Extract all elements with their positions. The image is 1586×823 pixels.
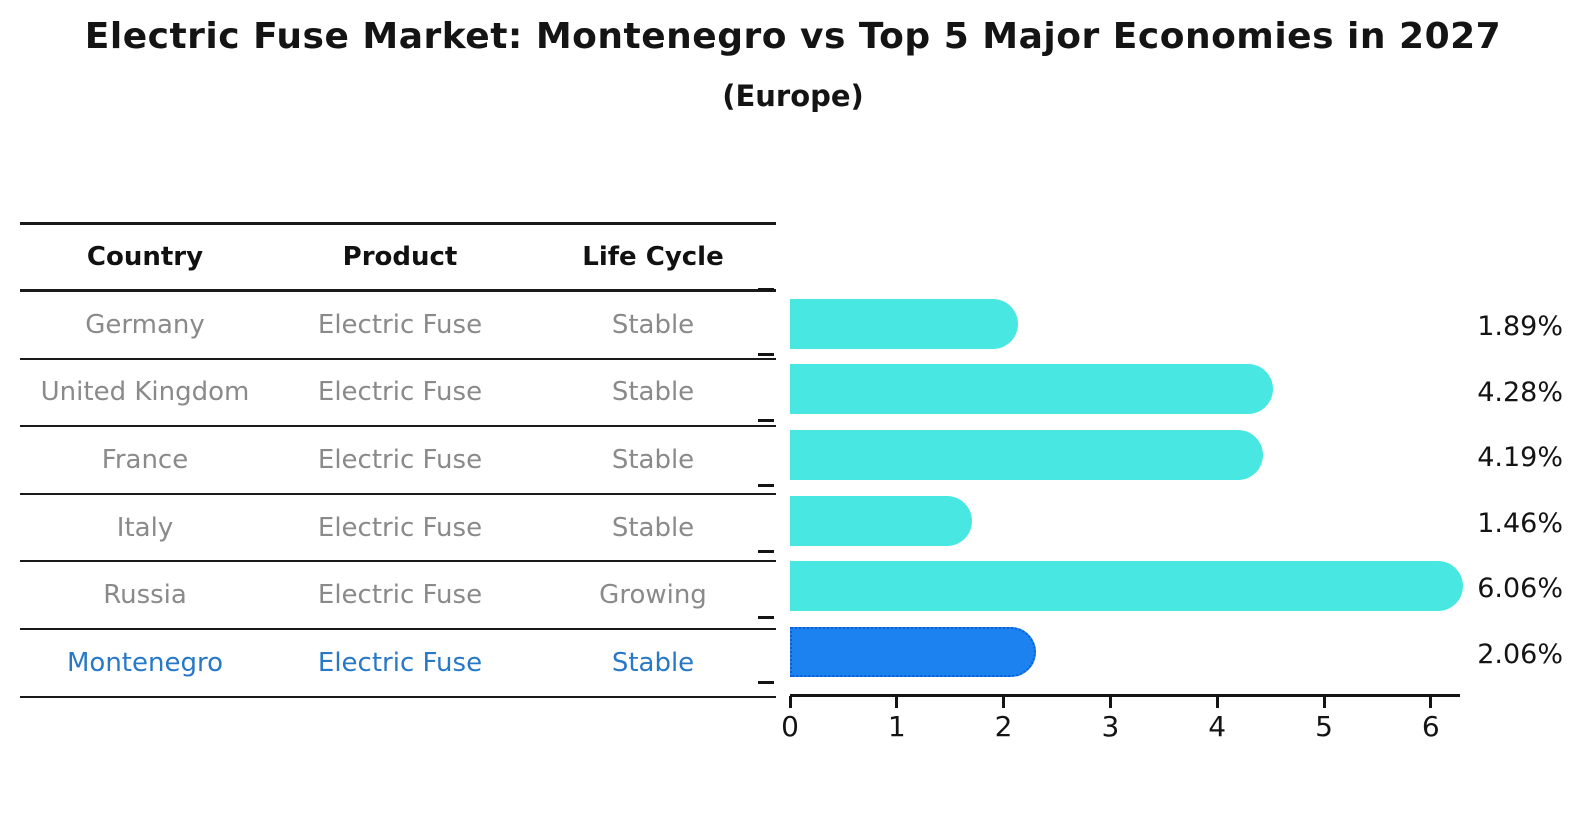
table-row-montenegro: Montenegro Electric Fuse Stable xyxy=(20,630,776,698)
column-header-country: Country xyxy=(86,242,204,272)
bar-russia xyxy=(790,561,1464,612)
x-axis-tick-label: 5 xyxy=(1315,710,1333,743)
cell-country: United Kingdom xyxy=(40,377,250,408)
bar-germany xyxy=(790,298,1018,349)
cell-product: Electric Fuse xyxy=(317,647,483,678)
x-axis-tick-label: 6 xyxy=(1421,710,1440,743)
cell-country: Montenegro xyxy=(66,647,223,678)
x-axis-tick-label: 1 xyxy=(887,710,906,743)
x-axis-line xyxy=(790,694,1460,697)
value-label-russia: 6.06% xyxy=(1477,573,1563,605)
cell-product: Electric Fuse xyxy=(317,309,483,340)
table-row-france: France Electric Fuse Stable xyxy=(20,427,776,495)
country-table: Country Product Life Cycle Germany Elect… xyxy=(20,222,776,698)
value-label-montenegro: 2.06% xyxy=(1477,639,1563,670)
bar-italy xyxy=(790,495,972,546)
x-axis-tick xyxy=(895,696,899,708)
x-axis-tick-label: 0 xyxy=(781,710,799,743)
cell-product: Electric Fuse xyxy=(317,377,483,408)
chart-title: Electric Fuse Market: Montenegro vs Top … xyxy=(84,16,1502,57)
table-row-italy: Italy Electric Fuse Stable xyxy=(20,495,776,563)
x-axis-tick xyxy=(1215,696,1219,708)
cell-country: Germany xyxy=(85,309,205,340)
bar-france xyxy=(790,430,1264,480)
table-row-united-kingdom: United Kingdom Electric Fuse Stable xyxy=(20,360,776,428)
bar-united-kingdom xyxy=(790,364,1274,415)
cell-lifecycle: Stable xyxy=(611,444,695,475)
cell-country: Italy xyxy=(116,512,174,543)
y-axis-tick xyxy=(758,287,774,291)
cell-lifecycle: Stable xyxy=(611,512,695,543)
y-axis-tick xyxy=(758,549,774,553)
x-axis-tick xyxy=(788,696,792,708)
cell-product: Electric Fuse xyxy=(317,444,483,475)
bar-montenegro xyxy=(790,626,1036,677)
value-label-germany: 1.89% xyxy=(1477,311,1563,342)
y-axis-tick xyxy=(758,353,774,357)
cell-country: Russia xyxy=(103,580,187,611)
column-header-lifecycle: Life Cycle xyxy=(582,242,724,272)
y-axis-tick xyxy=(758,418,774,422)
cell-lifecycle: Stable xyxy=(611,309,695,340)
table-row-russia: Russia Electric Fuse Growing xyxy=(20,562,776,630)
table-row-germany: Germany Electric Fuse Stable xyxy=(20,292,776,360)
x-axis-tick xyxy=(1429,696,1433,708)
cell-lifecycle: Stable xyxy=(611,647,695,678)
y-axis-tick xyxy=(758,681,774,685)
x-axis-tick-label: 4 xyxy=(1208,710,1227,743)
cell-lifecycle: Growing xyxy=(599,580,707,611)
cell-lifecycle: Stable xyxy=(611,377,695,408)
table-header-row: Country Product Life Cycle xyxy=(20,225,776,292)
value-label-italy: 1.46% xyxy=(1477,507,1563,539)
y-axis-tick xyxy=(758,484,774,488)
x-axis-tick xyxy=(1108,696,1112,708)
x-axis-tick-label: 3 xyxy=(1101,710,1120,743)
x-axis-tick xyxy=(1002,696,1006,708)
cell-product: Electric Fuse xyxy=(317,512,483,543)
value-label-united-kingdom: 4.28% xyxy=(1477,376,1563,408)
column-header-product: Product xyxy=(342,242,458,272)
y-axis-tick xyxy=(758,615,774,619)
x-axis-tick xyxy=(1322,696,1326,708)
value-label-france: 4.19% xyxy=(1477,442,1563,474)
cell-product: Electric Fuse xyxy=(317,580,483,611)
x-axis-tick-label: 2 xyxy=(994,710,1013,743)
chart-subtitle: (Europe) xyxy=(722,79,864,113)
cell-country: France xyxy=(101,444,189,475)
